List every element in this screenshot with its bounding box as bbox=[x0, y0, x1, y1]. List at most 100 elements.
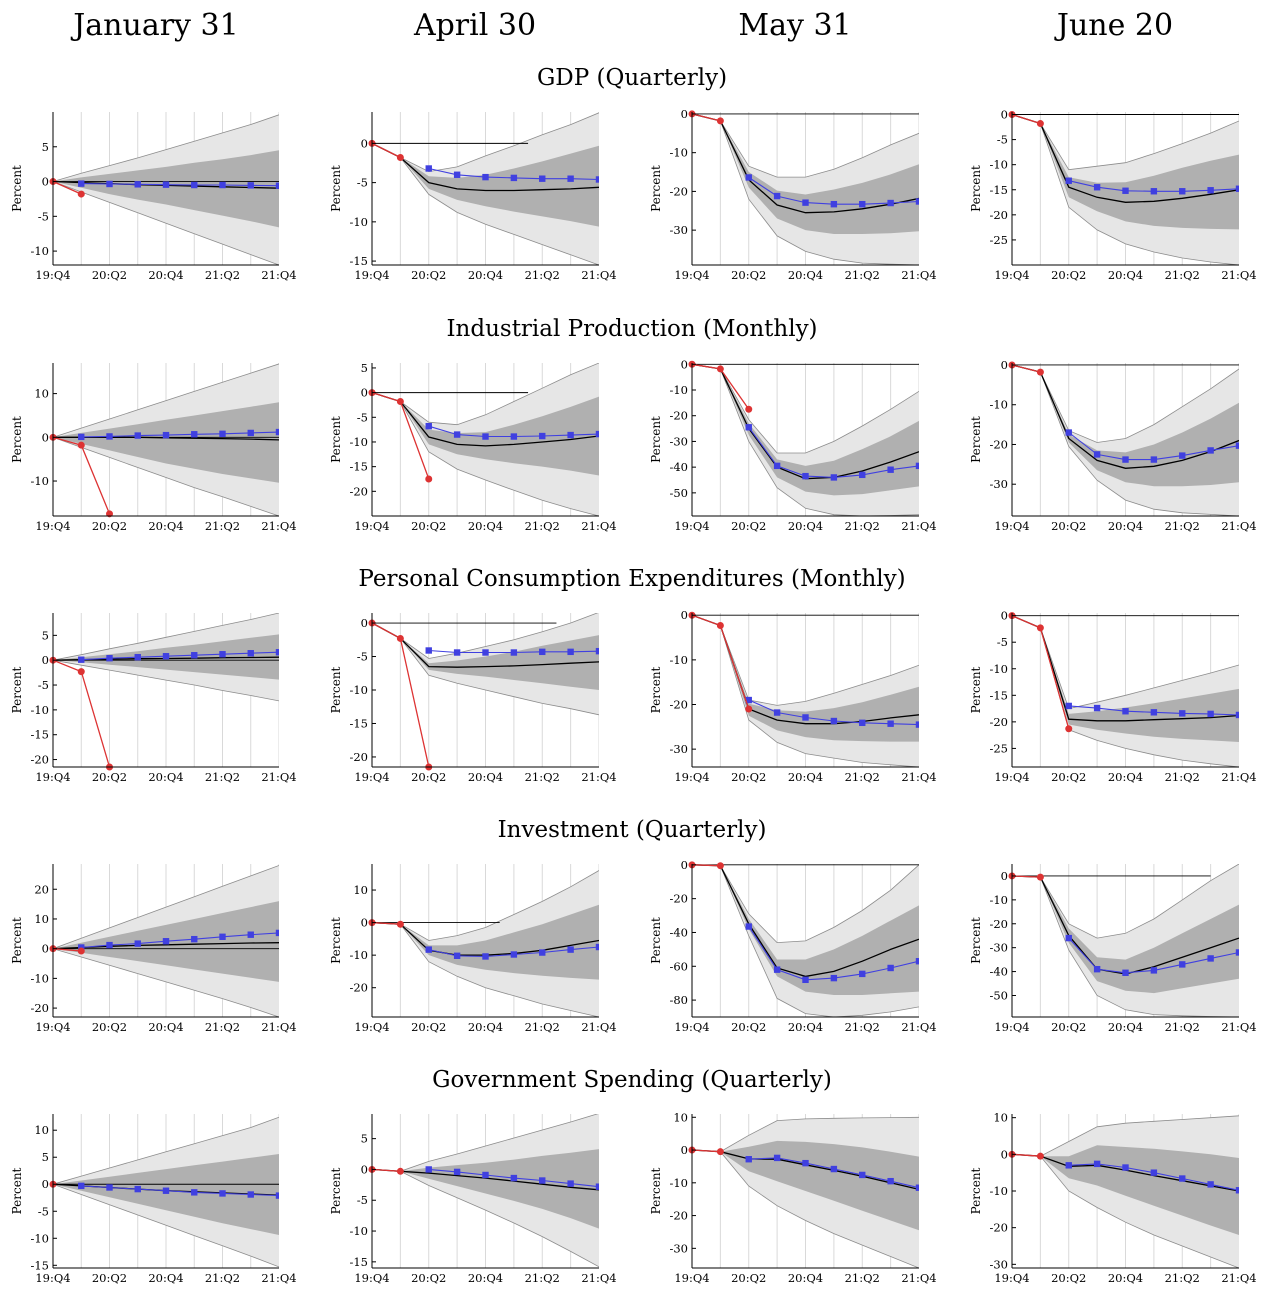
y-tick-label: -15 bbox=[989, 183, 1008, 197]
x-tick-label: 21:Q2 bbox=[525, 268, 560, 282]
x-tick-label: 21:Q2 bbox=[205, 519, 240, 533]
forecast-point bbox=[1179, 1175, 1186, 1182]
forecast-point bbox=[482, 173, 489, 181]
x-tick-label: 20:Q4 bbox=[1108, 1020, 1143, 1034]
forecast-point bbox=[453, 431, 461, 438]
forecast-point bbox=[1235, 1187, 1239, 1194]
forecast-point bbox=[162, 431, 170, 439]
forecast-line bbox=[81, 932, 279, 949]
forecast-point bbox=[219, 1190, 226, 1197]
forecast-point bbox=[1065, 429, 1072, 436]
outer-band-upper-edge bbox=[692, 1116, 919, 1153]
forecast-point bbox=[1122, 708, 1129, 715]
y-tick-label: 0 bbox=[681, 858, 688, 872]
actual-point bbox=[77, 947, 85, 955]
forecast-point bbox=[859, 1171, 866, 1179]
x-tick-label: 20:Q4 bbox=[148, 268, 183, 282]
panel-1-3: 0 -10 -20 -30 19:Q4 20:Q2 20:Q4 21:Q2 21:Q4 Perce… bbox=[969, 358, 1257, 533]
row-title: Investment (Quarterly) bbox=[498, 817, 767, 843]
median-line bbox=[692, 113, 919, 214]
x-tick-label: 20:Q4 bbox=[468, 770, 503, 784]
y-axis-label: Percent bbox=[649, 416, 663, 463]
y-axis-label: Percent bbox=[329, 1167, 343, 1214]
column-title: May 31 bbox=[738, 8, 851, 43]
actual-point bbox=[716, 117, 724, 125]
plot-area bbox=[372, 1114, 599, 1268]
forecast-point bbox=[887, 720, 894, 727]
forecast-point bbox=[510, 649, 518, 656]
y-tick-label: -20 bbox=[349, 981, 368, 995]
x-tick-label: 21:Q2 bbox=[845, 268, 880, 282]
y-tick-label: -30 bbox=[989, 477, 1008, 491]
forecast-point bbox=[219, 430, 226, 438]
forecast-point bbox=[802, 472, 809, 480]
median-line bbox=[1012, 615, 1239, 722]
plot-area bbox=[1012, 363, 1239, 516]
panels: 5 0 -5 -10 19:Q4 20:Q2 20:Q4 21:Q2 21:Q4 Percent 0… bbox=[10, 107, 1257, 1285]
forecast-point bbox=[482, 953, 489, 960]
forecast-point bbox=[275, 428, 279, 436]
outer-band-upper-edge bbox=[692, 614, 919, 706]
forecast-point bbox=[162, 653, 170, 660]
x-tick-label: 21:Q2 bbox=[205, 268, 240, 282]
y-tick-label: -10 bbox=[669, 146, 688, 160]
plot-area bbox=[372, 613, 599, 767]
forecast-point bbox=[1179, 452, 1186, 459]
forecast-point bbox=[1122, 1164, 1129, 1171]
x-tick-label: 20:Q4 bbox=[148, 1020, 183, 1034]
y-tick-label: -30 bbox=[669, 742, 688, 756]
actual-point bbox=[716, 365, 724, 373]
panel-3-1: 10 0 -10 -20 19:Q4 20:Q2 20:Q4 21:Q2 21:Q4 Percen… bbox=[329, 864, 617, 1034]
y-tick-label: 0 bbox=[361, 1162, 368, 1176]
y-axis-label: Percent bbox=[10, 917, 24, 964]
y-tick-label: -5 bbox=[357, 1193, 368, 1207]
y-tick-label: -5 bbox=[997, 133, 1008, 147]
y-tick-label: 0 bbox=[361, 136, 368, 150]
x-tick-label: 21:Q4 bbox=[1221, 1020, 1256, 1034]
actual-point bbox=[396, 397, 404, 405]
panel-2-3: 0 -5 -10 -15 -20 -25 19:Q4 20:Q2 20:Q4 21:Q2 21:Q4… bbox=[969, 609, 1257, 784]
x-tick-label: 20:Q2 bbox=[731, 1020, 766, 1034]
forecast-point bbox=[1150, 456, 1158, 463]
y-axis-label: Percent bbox=[969, 165, 983, 212]
forecast-point bbox=[773, 1154, 781, 1162]
x-tick-label: 21:Q4 bbox=[901, 1271, 936, 1285]
forecast-point bbox=[802, 714, 809, 721]
y-tick-label: -10 bbox=[349, 435, 368, 449]
x-tick-label: 19:Q4 bbox=[354, 770, 389, 784]
y-tick-label: -10 bbox=[669, 1176, 688, 1190]
x-tick-label: 19:Q4 bbox=[994, 519, 1029, 533]
y-axis-label: Percent bbox=[10, 165, 24, 212]
y-tick-label: 0 bbox=[681, 357, 688, 371]
plot-area bbox=[53, 363, 279, 516]
forecast-point bbox=[247, 1191, 254, 1198]
inner-band bbox=[53, 1154, 279, 1235]
forecast-point bbox=[773, 966, 781, 973]
forecast-point bbox=[745, 923, 752, 930]
forecast-point bbox=[510, 433, 518, 440]
x-tick-label: 20:Q2 bbox=[731, 1271, 766, 1285]
x-tick-label: 20:Q4 bbox=[1108, 268, 1143, 282]
forecast-point bbox=[1122, 969, 1129, 976]
forecast-point bbox=[219, 651, 226, 658]
forecast-point bbox=[745, 174, 752, 181]
forecast-point bbox=[539, 175, 546, 182]
x-tick-label: 19:Q4 bbox=[994, 770, 1029, 784]
outer-band-lower-edge bbox=[372, 622, 599, 716]
x-tick-label: 21:Q2 bbox=[205, 1020, 240, 1034]
forecast-point bbox=[1207, 1181, 1214, 1188]
y-axis-label: Percent bbox=[329, 416, 343, 463]
y-tick-label: -5 bbox=[357, 410, 368, 424]
forecast-point bbox=[275, 649, 279, 656]
forecast-point bbox=[275, 929, 279, 937]
outer-band-lower-edge bbox=[1012, 875, 1239, 1017]
x-tick-label: 21:Q4 bbox=[581, 770, 616, 784]
y-tick-label: -20 bbox=[989, 917, 1008, 931]
y-tick-label: 0 bbox=[361, 386, 368, 400]
outer-band-lower-edge bbox=[692, 864, 919, 1017]
forecast-point bbox=[830, 1165, 838, 1173]
y-tick-label: 5 bbox=[361, 361, 368, 375]
forecast-point bbox=[567, 175, 574, 182]
y-tick-label: -10 bbox=[349, 215, 368, 229]
